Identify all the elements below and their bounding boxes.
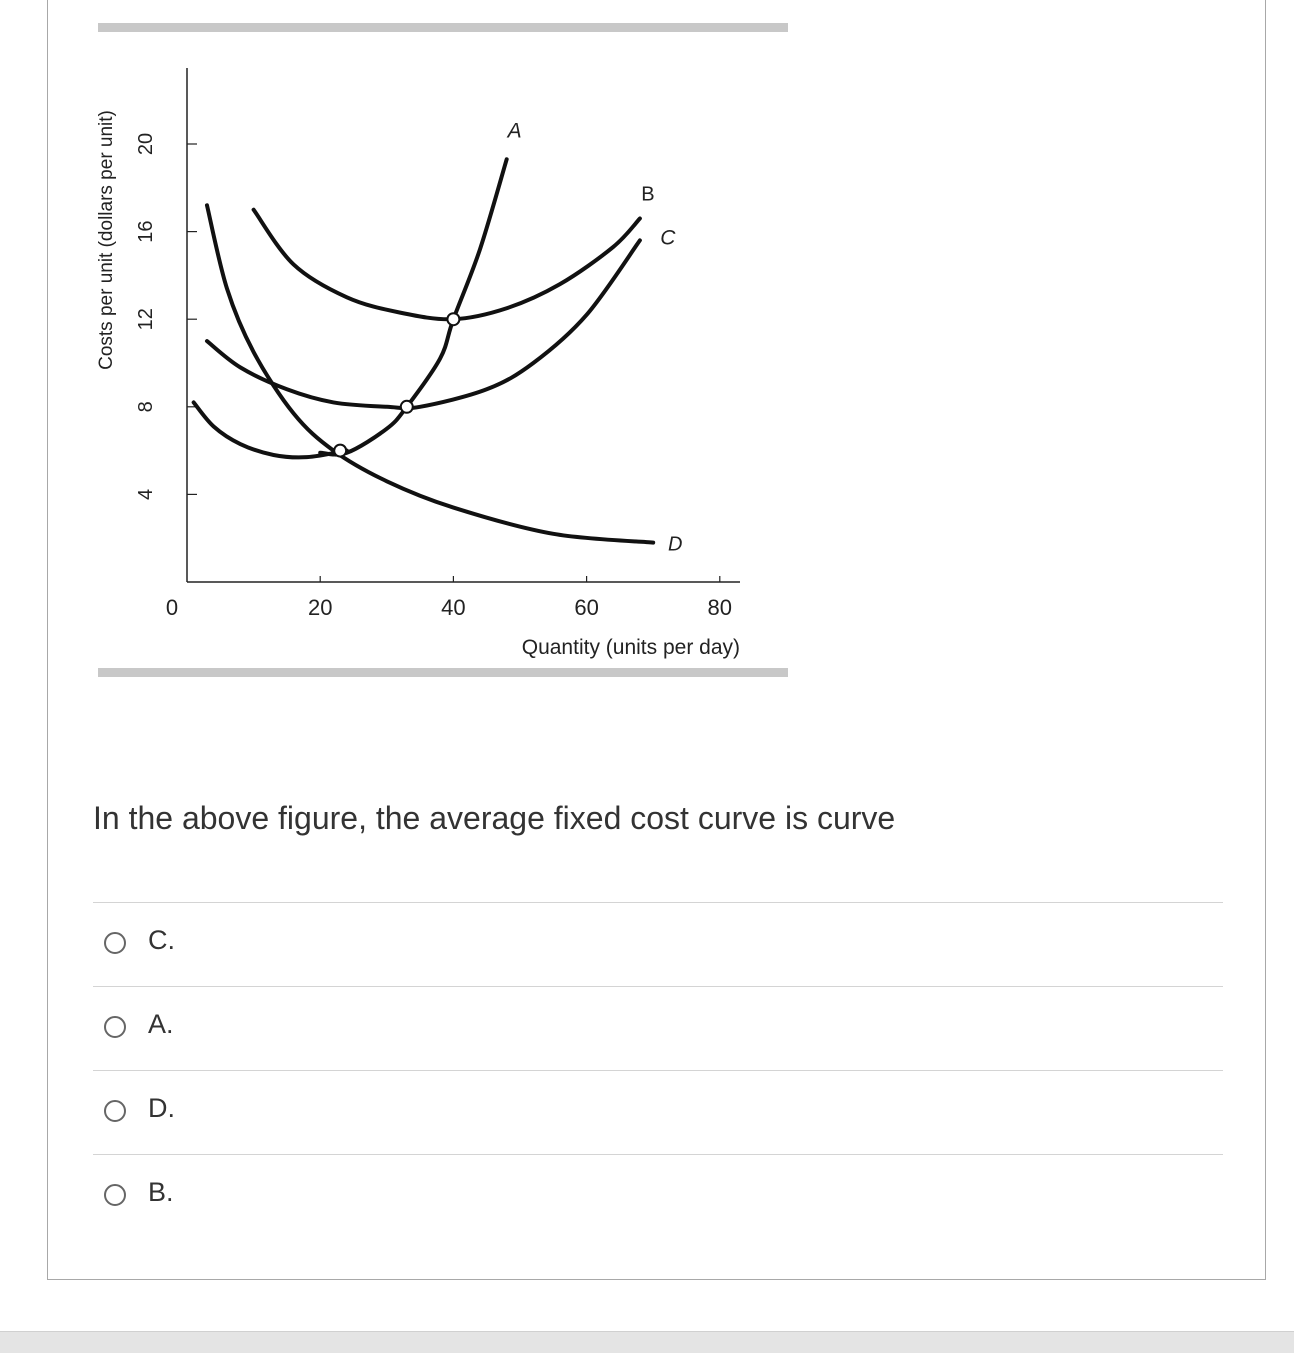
curve-label: B (641, 183, 654, 205)
option-d[interactable]: D. (93, 1070, 1223, 1154)
radio-circle-icon[interactable] (104, 932, 126, 954)
curve-label: D (668, 534, 682, 556)
question-text: In the above figure, the average fixed c… (93, 800, 896, 836)
x-tick-label: 60 (574, 595, 598, 620)
option-label: A. (148, 1009, 174, 1039)
y-tick-label: 4 (135, 489, 157, 500)
y-tick-label: 8 (135, 401, 157, 412)
figure-bottom-divider (98, 668, 788, 677)
curve-label: C (660, 226, 676, 249)
y-tick-label: 20 (135, 133, 157, 155)
option-c[interactable]: C. (93, 902, 1223, 986)
option-b[interactable]: B. (93, 1154, 1223, 1238)
x-tick-label: 0 (166, 595, 178, 620)
y-axis-title: Costs per unit (dollars per unit) (96, 110, 117, 370)
curve-b (251, 207, 642, 322)
x-tick-label: 80 (708, 595, 732, 620)
figure-top-divider (98, 23, 788, 32)
y-tick-label: 16 (135, 220, 157, 242)
cost-curves-chart: 0 20 40 60 80 4 8 12 16 20 Quantity (units per day… (96, 68, 740, 659)
radio-circle-icon[interactable] (104, 1100, 126, 1122)
radio-circle-icon[interactable] (104, 1184, 126, 1206)
option-label: B. (148, 1177, 174, 1207)
x-tick-label: 40 (441, 595, 465, 620)
x-tick-label: 20 (308, 595, 332, 620)
intersection-point (399, 399, 414, 414)
y-tick-label: 12 (135, 308, 157, 330)
curve-label: A (506, 119, 522, 142)
curve-unlabeled (191, 400, 349, 460)
intersection-point (446, 312, 461, 327)
x-axis-title: Quantity (units per day) (522, 636, 740, 659)
option-a[interactable]: A. (93, 986, 1223, 1070)
answer-options: C. A. D. B. (93, 902, 1223, 1238)
radio-circle-icon[interactable] (104, 1016, 126, 1038)
option-label: C. (148, 925, 175, 955)
option-label: D. (148, 1093, 175, 1123)
curve-a (318, 157, 509, 457)
intersection-point (333, 443, 348, 458)
bottom-bar (0, 1331, 1294, 1353)
question-card (47, 0, 1266, 1280)
